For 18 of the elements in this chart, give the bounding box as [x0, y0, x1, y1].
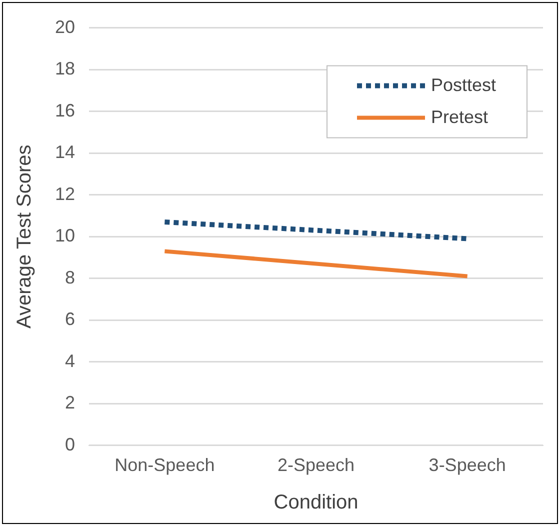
y-tick-label: 16 — [54, 100, 76, 120]
y-tick-label: 10 — [54, 226, 76, 246]
x-tick-label: Non-Speech — [114, 455, 215, 476]
y-tick-label: 14 — [54, 142, 76, 162]
y-tick-label: 6 — [65, 309, 76, 330]
legend-label: Pretest — [431, 106, 488, 127]
y-tick-label: 20 — [54, 16, 76, 37]
y-tick-label: 4 — [65, 350, 76, 371]
y-tick-label: 8 — [65, 267, 76, 288]
legend-label: Posttest — [431, 74, 496, 95]
x-tick-label: 3-Speech — [428, 455, 506, 476]
y-tick-label: 18 — [54, 58, 76, 79]
y-axis-title: Average Test Scores — [14, 144, 36, 329]
y-tick-label: 2 — [65, 392, 76, 413]
x-tick-label: 2-Speech — [277, 455, 355, 476]
y-tick-label: 12 — [54, 184, 76, 204]
x-axis-title: Condition — [274, 492, 358, 514]
y-tick-label: 0 — [65, 434, 76, 454]
